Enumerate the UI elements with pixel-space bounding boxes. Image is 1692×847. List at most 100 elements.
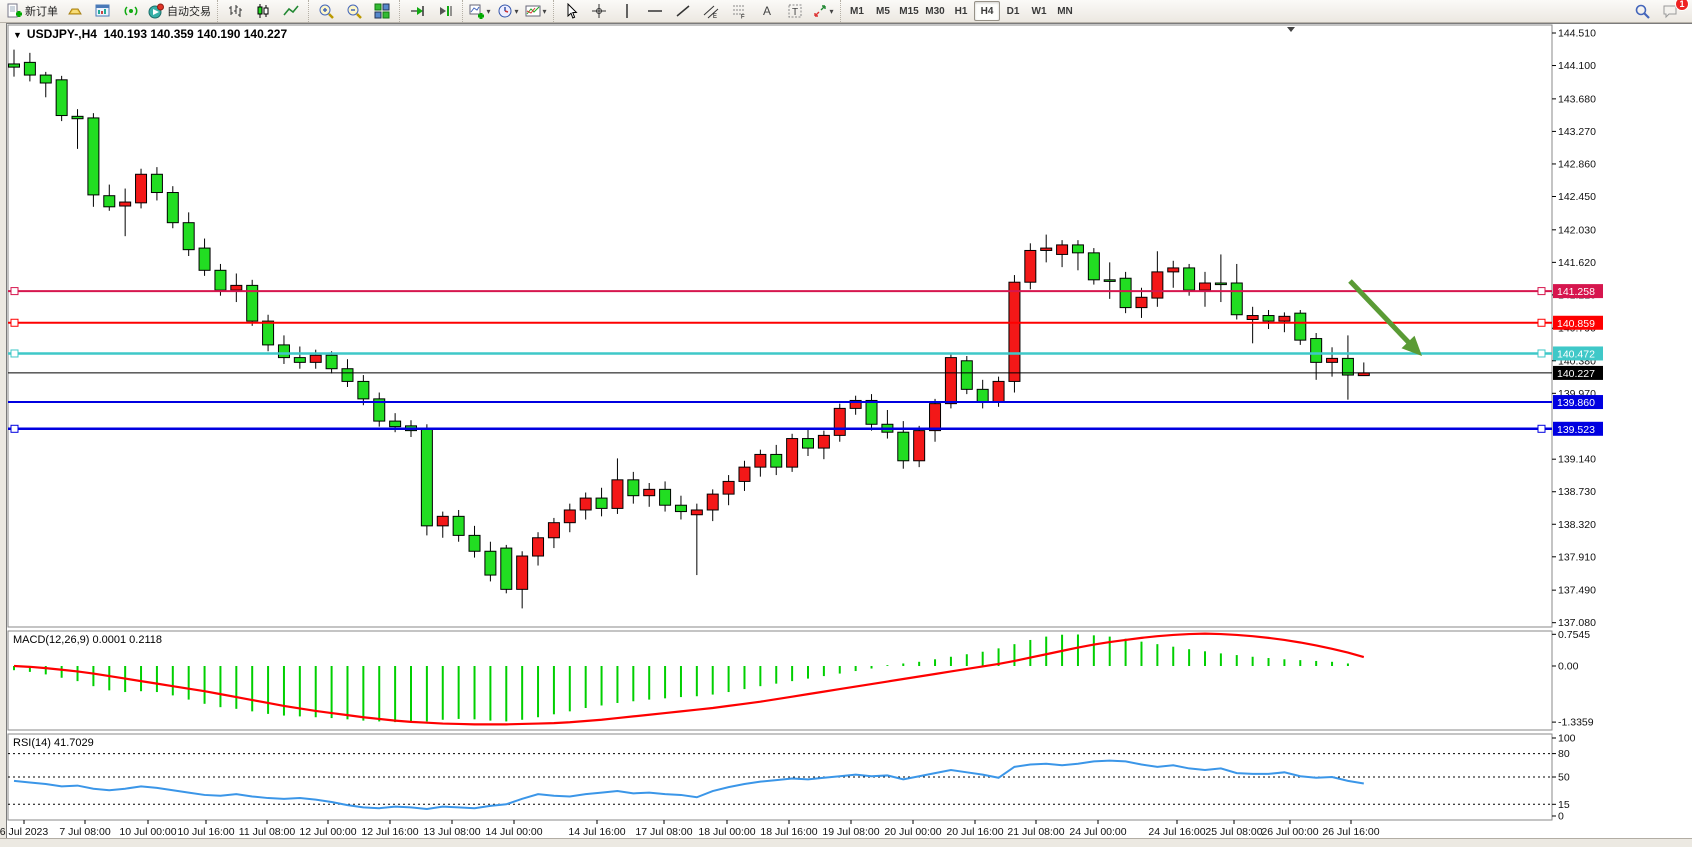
- line-anchor-marker[interactable]: [10, 349, 19, 358]
- svg-text:140.859: 140.859: [1557, 318, 1595, 330]
- price-badge: 141.258: [1553, 284, 1603, 299]
- line-chart-button[interactable]: [277, 0, 305, 22]
- time-axis-label: 13 Jul 08:00: [423, 826, 480, 838]
- period-button[interactable]: ▾: [494, 0, 522, 22]
- timeframe-button-w1[interactable]: W1: [1031, 5, 1047, 17]
- candlestick: [1119, 271, 1132, 314]
- vertical-line-tool-button[interactable]: [613, 0, 641, 22]
- candlestick: [1071, 240, 1084, 271]
- gold-ingot-icon: [67, 3, 83, 19]
- line-anchor-marker[interactable]: [10, 318, 19, 327]
- svg-text:140.472: 140.472: [1557, 348, 1595, 360]
- candlestick: [198, 238, 211, 276]
- timeframe-button-m15[interactable]: M15: [899, 5, 919, 17]
- timeframe-button-m30[interactable]: M30: [925, 5, 945, 17]
- candlestick: [1008, 275, 1021, 393]
- line-anchor-marker[interactable]: [10, 287, 19, 296]
- zoom-out-icon: [346, 3, 362, 19]
- candlestick-button[interactable]: [249, 0, 277, 22]
- macd-signal-line: [13, 632, 1365, 726]
- gold-button[interactable]: [61, 0, 89, 22]
- price-tick-label: 144.100: [1558, 60, 1596, 72]
- market-watch-button[interactable]: [89, 0, 117, 22]
- candlestick: [802, 427, 814, 457]
- cursor-tool-button[interactable]: [557, 0, 585, 22]
- channel-tool-button[interactable]: E: [697, 0, 725, 22]
- collapse-triangle-icon[interactable]: ▼: [13, 30, 22, 40]
- line-chart-icon: [283, 3, 299, 19]
- new-order-button[interactable]: 新订单: [3, 0, 61, 22]
- new-chart-button[interactable]: ▾: [466, 0, 494, 22]
- template-button[interactable]: ▾: [522, 0, 550, 22]
- timeframe-button-m5[interactable]: M5: [876, 5, 890, 17]
- rsi-tick-label: 0: [1558, 811, 1564, 823]
- candlestick: [929, 398, 942, 442]
- line-anchor-marker[interactable]: [1537, 349, 1546, 358]
- rsi-label: RSI(14) 41.7029: [13, 737, 94, 749]
- main-pane: [7, 24, 1553, 628]
- label-tool-button[interactable]: T: [781, 0, 809, 22]
- candlestick: [293, 346, 306, 369]
- candlestick: [627, 471, 640, 504]
- candlestick: [516, 551, 529, 609]
- trendline-tool-button[interactable]: [669, 0, 697, 22]
- horizontal-line-tool-button[interactable]: [641, 0, 669, 22]
- candlestick: [833, 403, 846, 442]
- candlestick: [1167, 260, 1180, 288]
- zoom-in-button[interactable]: [312, 0, 340, 22]
- timeframe-button-h1[interactable]: H1: [954, 5, 968, 17]
- chevron-down-icon: ▾: [486, 6, 491, 16]
- candlestick: [119, 188, 132, 237]
- time-axis-label: 25 Jul 08:00: [1205, 826, 1262, 838]
- candlestick: [150, 167, 163, 201]
- time-axis-label: 10 Jul 16:00: [177, 826, 234, 838]
- line-anchor-marker[interactable]: [10, 424, 19, 433]
- line-anchor-marker[interactable]: [1537, 424, 1546, 433]
- line-anchor-marker[interactable]: [1537, 287, 1546, 296]
- arrows-tool-button[interactable]: ▾: [809, 0, 837, 22]
- price-badge: 139.860: [1553, 395, 1603, 410]
- time-axis-label: 7 Jul 08:00: [59, 826, 111, 838]
- time-axis-label: 24 Jul 16:00: [1148, 826, 1205, 838]
- price-tick-label: 139.140: [1558, 454, 1596, 466]
- timeframe-button-m1[interactable]: M1: [850, 5, 864, 17]
- crosshair-tool-button[interactable]: [585, 0, 613, 22]
- chart-shift-button[interactable]: [431, 0, 459, 22]
- price-badge: 140.227: [1553, 365, 1603, 380]
- text-label-icon: T: [787, 3, 803, 19]
- macd-label: MACD(12,26,9) 0.0001 0.2118: [13, 634, 162, 646]
- price-tick-label: 142.030: [1558, 224, 1596, 236]
- candlestick: [563, 503, 576, 533]
- line-anchor-marker[interactable]: [1537, 318, 1546, 327]
- timeframe-button-d1[interactable]: D1: [1006, 5, 1020, 17]
- price-tick-label: 143.270: [1558, 126, 1596, 138]
- fibonacci-tool-button[interactable]: F: [725, 0, 753, 22]
- tile-windows-button[interactable]: [368, 0, 396, 22]
- candlestick: [643, 482, 656, 507]
- text-tool-button[interactable]: A: [753, 0, 781, 22]
- chart-title: ▼ USDJPY-,H4 140.193 140.359 140.190 140.…: [13, 27, 287, 41]
- trend-arrow-annotation[interactable]: [1348, 279, 1422, 356]
- status-strip: [0, 838, 1692, 847]
- zoom-out-button[interactable]: [340, 0, 368, 22]
- clock-icon: [497, 3, 513, 19]
- signals-button[interactable]: [117, 0, 145, 22]
- candlestick: [690, 503, 703, 576]
- bar-chart-button[interactable]: [221, 0, 249, 22]
- search-button[interactable]: [1628, 0, 1656, 22]
- chart-shift-marker[interactable]: [1287, 27, 1295, 32]
- price-tick-label: 142.450: [1558, 191, 1596, 203]
- macd-tick-label: 0.7545: [1558, 629, 1590, 641]
- candles-layer: [8, 49, 1370, 609]
- autotrade-button[interactable]: 自动交易: [145, 0, 214, 22]
- time-axis-label: 12 Jul 00:00: [299, 826, 356, 838]
- chat-button[interactable]: 1: [1656, 0, 1689, 22]
- candlestick: [595, 487, 608, 517]
- time-axis-label: 20 Jul 16:00: [946, 826, 1003, 838]
- timeframe-button-h4[interactable]: H4: [974, 1, 1000, 21]
- time-axis-label: 21 Jul 08:00: [1007, 826, 1064, 838]
- auto-scroll-button[interactable]: [403, 0, 431, 22]
- arrow-head-icon: [1401, 335, 1422, 356]
- timeframe-button-mn[interactable]: MN: [1057, 5, 1073, 17]
